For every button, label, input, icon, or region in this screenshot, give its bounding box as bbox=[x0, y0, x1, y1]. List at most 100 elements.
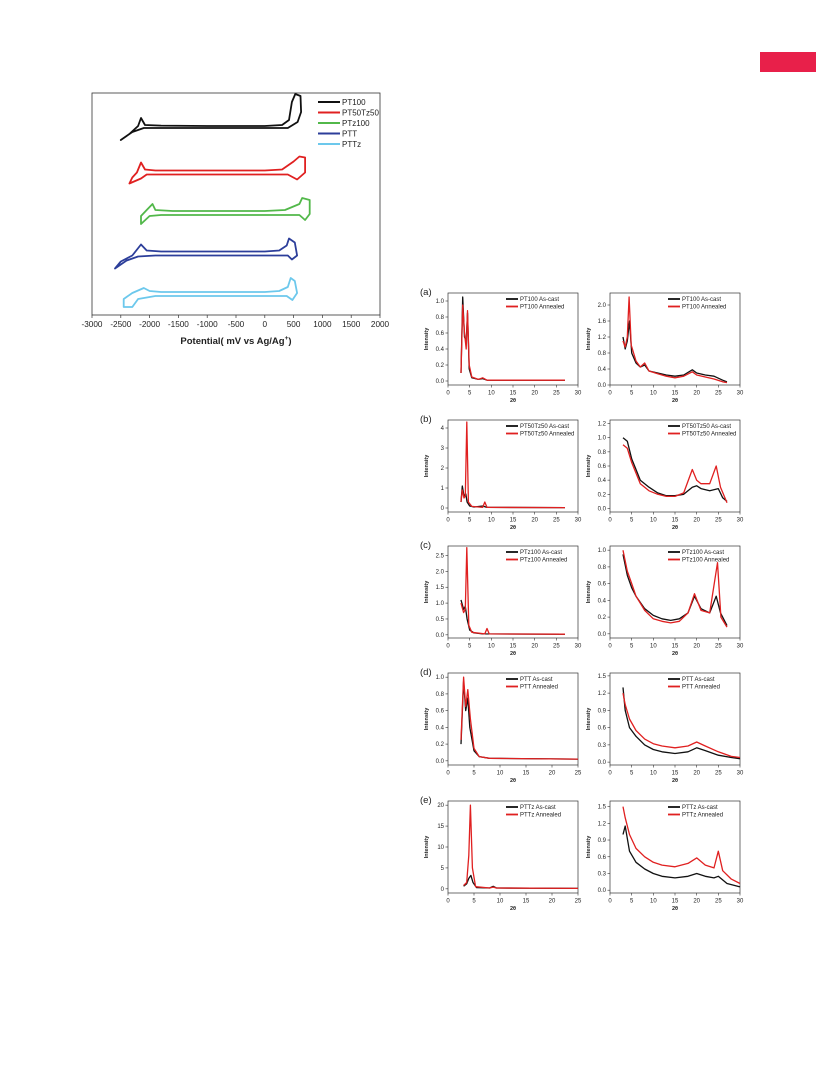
xrd-legend-label-as-cast: PT50Tz50 As-cast bbox=[520, 424, 569, 430]
xrd-chart-a-left: (a) 0 5 10 15 20 25 30 2θ 0.0 0.2 0.4 0.6 0.8 1.0 Inten… bbox=[420, 287, 582, 404]
xrd-y-tick-label: 0.2 bbox=[598, 492, 607, 498]
xrd-plot-frame bbox=[447, 672, 579, 766]
xrd-x-tick-label: 0 bbox=[446, 391, 450, 397]
xrd-chart-a-right: 0 5 10 15 20 25 30 2θ 0.0 0.4 0.8 1.2 1.6 2.0 Intensit… bbox=[586, 292, 744, 404]
xrd-panel-label: (b) bbox=[420, 414, 432, 425]
xrd-y-tick-label: 1.5 bbox=[598, 805, 607, 811]
xrd-y-tick-label: 0.9 bbox=[598, 708, 607, 714]
xrd-x-tick-label: 10 bbox=[650, 391, 657, 397]
xrd-x-tick-label: 20 bbox=[693, 899, 700, 905]
xrd-x-tick-label: 5 bbox=[468, 518, 472, 524]
xrd-x-tick-label: 25 bbox=[715, 771, 722, 777]
xrd-x-tick-label: 15 bbox=[523, 899, 530, 905]
xrd-panel-label: (d) bbox=[420, 667, 432, 678]
xrd-series-line-annealed bbox=[622, 692, 741, 759]
xrd-legend-label-as-cast: PTT As-cast bbox=[682, 677, 715, 683]
xrd-y-tick-label: 0.3 bbox=[598, 743, 607, 749]
xrd-y-tick-label: 0.3 bbox=[598, 871, 607, 877]
xrd-y-tick-label: 0.6 bbox=[598, 855, 607, 861]
xrd-series-line-as-cast bbox=[622, 825, 741, 888]
xrd-x-tick-label: 15 bbox=[672, 391, 679, 397]
xrd-x-tick-label: 25 bbox=[575, 899, 582, 905]
xrd-y-tick-label: 1.2 bbox=[598, 335, 607, 341]
xrd-x-tick-label: 30 bbox=[737, 391, 744, 397]
cv-chart: -3000 -2500 -2000 -1500 -1000 -500 0 500 1000 150… bbox=[82, 92, 390, 347]
xrd-legend-label-annealed: PT100 Annealed bbox=[520, 305, 564, 311]
cv-x-axis-label-close: ) bbox=[288, 336, 291, 347]
xrd-legend-label-annealed: PT50Tz50 Annealed bbox=[682, 432, 736, 438]
page-accent-tab bbox=[760, 52, 816, 72]
xrd-x-tick-label: 5 bbox=[630, 644, 634, 650]
xrd-x-tick-label: 25 bbox=[553, 644, 560, 650]
cv-legend-label-ptz100: PTz100 bbox=[342, 119, 370, 128]
xrd-y-axis-label: Intensity bbox=[424, 707, 430, 731]
xrd-legend-label-annealed: PTz100 Annealed bbox=[520, 558, 567, 564]
cv-x-tick-label: -2500 bbox=[110, 320, 131, 329]
xrd-x-tick-label: 25 bbox=[553, 391, 560, 397]
xrd-x-tick-label: 15 bbox=[510, 391, 517, 397]
xrd-x-tick-label: 15 bbox=[672, 644, 679, 650]
xrd-y-axis-label: Intensity bbox=[424, 835, 430, 859]
xrd-legend-label-as-cast: PTT As-cast bbox=[520, 677, 553, 683]
xrd-y-tick-label: 0.0 bbox=[598, 888, 607, 894]
xrd-y-tick-label: 0.8 bbox=[598, 450, 607, 456]
xrd-y-tick-label: 1.0 bbox=[598, 436, 607, 442]
xrd-x-tick-label: 30 bbox=[737, 644, 744, 650]
xrd-x-axis-label: 2θ bbox=[510, 525, 516, 531]
xrd-x-tick-label: 5 bbox=[630, 518, 634, 524]
cv-x-tick-label: -1500 bbox=[168, 320, 189, 329]
xrd-y-axis-label: Intensity bbox=[424, 327, 430, 351]
xrd-y-tick-label: 0.4 bbox=[598, 478, 607, 484]
xrd-x-tick-label: 0 bbox=[608, 644, 612, 650]
xrd-y-tick-label: 0.0 bbox=[598, 506, 607, 512]
cv-x-tick-label: 1500 bbox=[342, 320, 361, 329]
xrd-legend-label-annealed: PTT Annealed bbox=[520, 685, 558, 691]
xrd-y-tick-label: 0.6 bbox=[436, 709, 445, 715]
xrd-y-axis-label: Intensity bbox=[586, 454, 592, 478]
xrd-y-tick-label: 20 bbox=[437, 803, 444, 809]
xrd-y-tick-label: 0.8 bbox=[436, 692, 445, 698]
cv-x-tick-label: 500 bbox=[287, 320, 301, 329]
xrd-series-line-annealed bbox=[460, 676, 579, 760]
xrd-y-tick-label: 0.2 bbox=[436, 742, 445, 748]
xrd-x-tick-label: 20 bbox=[531, 391, 538, 397]
xrd-series-line-as-cast bbox=[622, 687, 741, 760]
cv-series-line-pt50tz50 bbox=[128, 155, 306, 185]
cv-series-line-pttz bbox=[122, 277, 298, 308]
xrd-legend-label-as-cast: PTz100 As-cast bbox=[682, 550, 724, 556]
xrd-x-tick-label: 0 bbox=[446, 899, 450, 905]
xrd-x-tick-label: 5 bbox=[630, 391, 634, 397]
xrd-y-tick-label: 0.4 bbox=[436, 347, 445, 353]
cv-x-tick-label: -3000 bbox=[82, 320, 103, 329]
xrd-series-line-as-cast bbox=[460, 485, 566, 509]
xrd-series-line-annealed bbox=[463, 804, 579, 890]
xrd-panel-label: (e) bbox=[420, 795, 432, 806]
xrd-x-tick-label: 5 bbox=[472, 899, 476, 905]
xrd-y-tick-label: 2.5 bbox=[436, 554, 445, 560]
cv-x-axis-label-sup: + bbox=[285, 335, 289, 342]
cv-x-tick-label: -500 bbox=[228, 320, 245, 329]
xrd-x-tick-label: 10 bbox=[650, 771, 657, 777]
xrd-legend-label-annealed: PTz100 Annealed bbox=[682, 558, 729, 564]
xrd-y-tick-label: 2.0 bbox=[436, 569, 445, 575]
xrd-y-axis-label: Intensity bbox=[424, 580, 430, 604]
xrd-series-line-as-cast bbox=[460, 680, 579, 760]
xrd-legend-label-as-cast: PTz100 As-cast bbox=[520, 550, 562, 556]
xrd-legend-label-annealed: PTT Annealed bbox=[682, 685, 720, 691]
xrd-chart-d-left: (d) 0 5 10 15 20 25 2θ 0.0 0.2 0.4 0.6 0.8 1.0 Intensi… bbox=[420, 667, 582, 784]
xrd-x-tick-label: 5 bbox=[472, 771, 476, 777]
xrd-series-line-annealed bbox=[622, 550, 728, 628]
xrd-y-tick-label: 0.0 bbox=[598, 383, 607, 389]
xrd-y-tick-label: 0.9 bbox=[598, 838, 607, 844]
xrd-y-tick-label: 2 bbox=[441, 466, 445, 472]
xrd-x-tick-label: 20 bbox=[693, 771, 700, 777]
xrd-y-tick-label: 1.0 bbox=[598, 548, 607, 554]
xrd-panel-label: (a) bbox=[420, 287, 432, 298]
xrd-legend-label-as-cast: PTTz As-cast bbox=[682, 805, 718, 811]
xrd-chart-e-right: 0 5 10 15 20 25 30 2θ 0.0 0.3 0.6 0.9 1.2 1.5 Intensit… bbox=[586, 800, 744, 912]
xrd-chart-d-right: 0 5 10 15 20 25 30 2θ 0.0 0.3 0.6 0.9 1.2 1.5 Intensit… bbox=[586, 672, 744, 784]
xrd-y-tick-label: 0.0 bbox=[598, 632, 607, 638]
xrd-x-tick-label: 10 bbox=[497, 899, 504, 905]
xrd-x-tick-label: 5 bbox=[468, 391, 472, 397]
xrd-x-tick-label: 25 bbox=[715, 644, 722, 650]
